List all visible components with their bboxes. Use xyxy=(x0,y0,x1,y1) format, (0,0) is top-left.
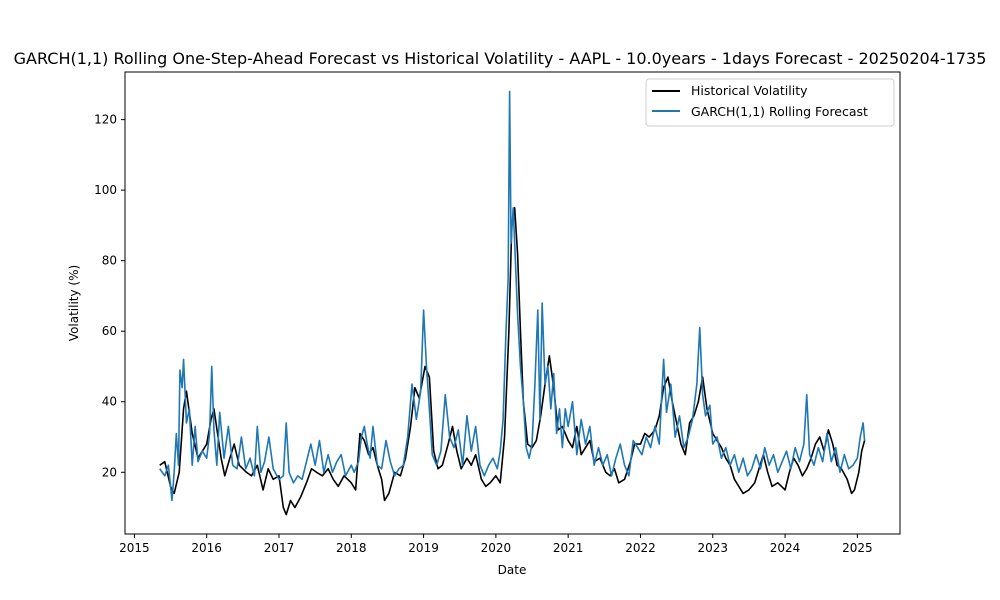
legend-label-garch: GARCH(1,1) Rolling Forecast xyxy=(691,104,868,119)
series-line-historical xyxy=(159,206,866,516)
legend: Historical Volatility GARCH(1,1) Rolling… xyxy=(645,78,895,127)
x-tick-label: 2020 xyxy=(481,541,512,555)
y-tick-label: 60 xyxy=(102,324,117,338)
x-tick-label: 2021 xyxy=(553,541,584,555)
legend-label-historical: Historical Volatility xyxy=(691,83,808,98)
x-tick-label: 2023 xyxy=(697,541,728,555)
x-axis-label: Date xyxy=(498,563,527,577)
x-tick-label: 2025 xyxy=(842,541,873,555)
legend-box xyxy=(645,78,895,127)
y-tick-label: 20 xyxy=(102,465,117,479)
x-tick-label: 2022 xyxy=(625,541,656,555)
x-tick-label: 2015 xyxy=(119,541,150,555)
chart-title: GARCH(1,1) Rolling One-Step-Ahead Foreca… xyxy=(14,49,987,68)
x-tick-label: 2019 xyxy=(408,541,439,555)
y-tick-label: 100 xyxy=(94,183,117,197)
y-tick-label: 120 xyxy=(94,113,117,127)
series-layer xyxy=(159,90,866,516)
x-tick-label: 2016 xyxy=(191,541,222,555)
series-line-garch xyxy=(159,90,866,502)
y-axis-ticks: 20 40 60 80 100 120 xyxy=(94,113,125,479)
y-axis-label: Volatility (%) xyxy=(67,265,81,341)
x-tick-label: 2018 xyxy=(336,541,367,555)
plot-area-frame xyxy=(124,71,901,535)
y-tick-label: 80 xyxy=(102,254,117,268)
x-tick-label: 2017 xyxy=(264,541,295,555)
x-tick-label: 2024 xyxy=(770,541,801,555)
x-axis-ticks: 2015 2016 2017 2018 2019 2020 2021 2022 2023 2024… xyxy=(119,534,873,555)
y-tick-label: 40 xyxy=(102,395,117,409)
